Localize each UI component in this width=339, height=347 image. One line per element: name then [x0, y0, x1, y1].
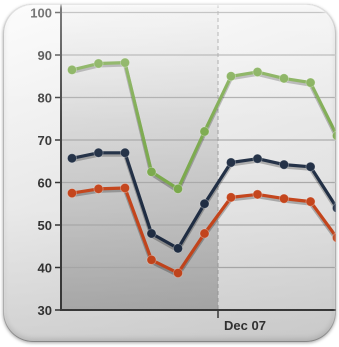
series-1-point — [199, 198, 210, 209]
y-tick-label: 100 — [30, 6, 52, 21]
series-2-point — [332, 232, 336, 243]
series-0-point — [332, 130, 336, 141]
series-1-point — [120, 147, 131, 158]
series-0-point — [278, 73, 289, 84]
series-0-point — [305, 77, 316, 88]
series-1-point — [225, 157, 236, 168]
series-2-point — [305, 196, 316, 207]
series-2-point — [199, 228, 210, 239]
series-1-point — [278, 159, 289, 170]
chart-app-icon[interactable]: 30 40 50 60 70 80 90 100 Dec 07 — [3, 4, 336, 342]
series-2-point — [120, 183, 131, 194]
series-2-point — [93, 183, 104, 194]
series-1-point — [146, 228, 157, 239]
series-2-point — [67, 188, 78, 199]
x-tick-label: Dec 07 — [224, 318, 266, 333]
series-0-point — [146, 166, 157, 177]
series-0-point — [93, 58, 104, 69]
y-tick-label: 70 — [38, 133, 52, 148]
y-tick-label: 80 — [38, 91, 52, 106]
series-0-point — [199, 126, 210, 137]
series-0-point — [225, 71, 236, 82]
series-0-point — [252, 67, 263, 78]
y-tick-label: 40 — [38, 261, 52, 276]
y-tick-label: 50 — [38, 218, 52, 233]
series-1-point — [252, 153, 263, 164]
series-2-point — [278, 193, 289, 204]
series-1-point — [172, 243, 183, 254]
series-0-point — [172, 183, 183, 194]
y-tick-label: 60 — [38, 176, 52, 191]
series-2-point — [172, 268, 183, 279]
series-1-point — [305, 161, 316, 172]
line-chart: 30 40 50 60 70 80 90 100 Dec 07 — [30, 4, 336, 333]
series-1-point — [67, 153, 78, 164]
y-tick-label: 90 — [38, 48, 52, 63]
series-2-point — [252, 189, 263, 200]
series-1-point — [332, 203, 336, 213]
series-2-point — [225, 192, 236, 203]
series-2-point — [146, 254, 157, 265]
series-0-point — [67, 64, 78, 75]
series-1-point — [93, 147, 104, 158]
y-tick-label: 30 — [38, 303, 52, 318]
series-0-point — [120, 57, 131, 68]
